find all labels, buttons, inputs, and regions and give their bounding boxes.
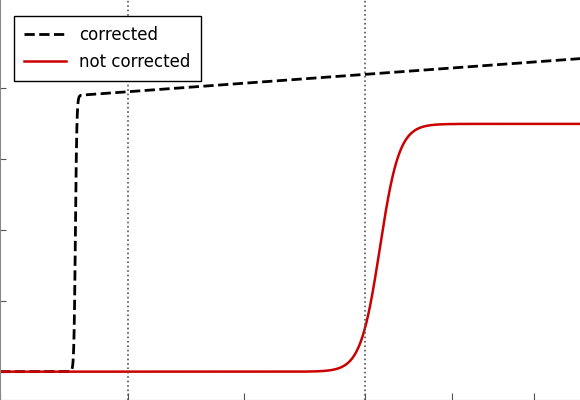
not corrected — [218, 369, 225, 374]
Line: corrected: corrected — [0, 59, 580, 372]
corrected — [473, 64, 480, 68]
corrected — [577, 56, 580, 61]
not corrected — [0, 369, 3, 374]
not corrected — [345, 361, 351, 366]
corrected — [102, 91, 109, 96]
corrected — [345, 73, 351, 78]
not corrected — [577, 122, 580, 126]
not corrected — [102, 369, 109, 374]
Line: not corrected: not corrected — [0, 124, 580, 372]
not corrected — [429, 122, 436, 127]
corrected — [218, 82, 225, 87]
corrected — [374, 71, 380, 76]
not corrected — [473, 122, 480, 126]
corrected — [0, 369, 3, 374]
Legend: corrected, not corrected: corrected, not corrected — [14, 16, 201, 81]
not corrected — [374, 263, 380, 268]
corrected — [429, 67, 436, 72]
